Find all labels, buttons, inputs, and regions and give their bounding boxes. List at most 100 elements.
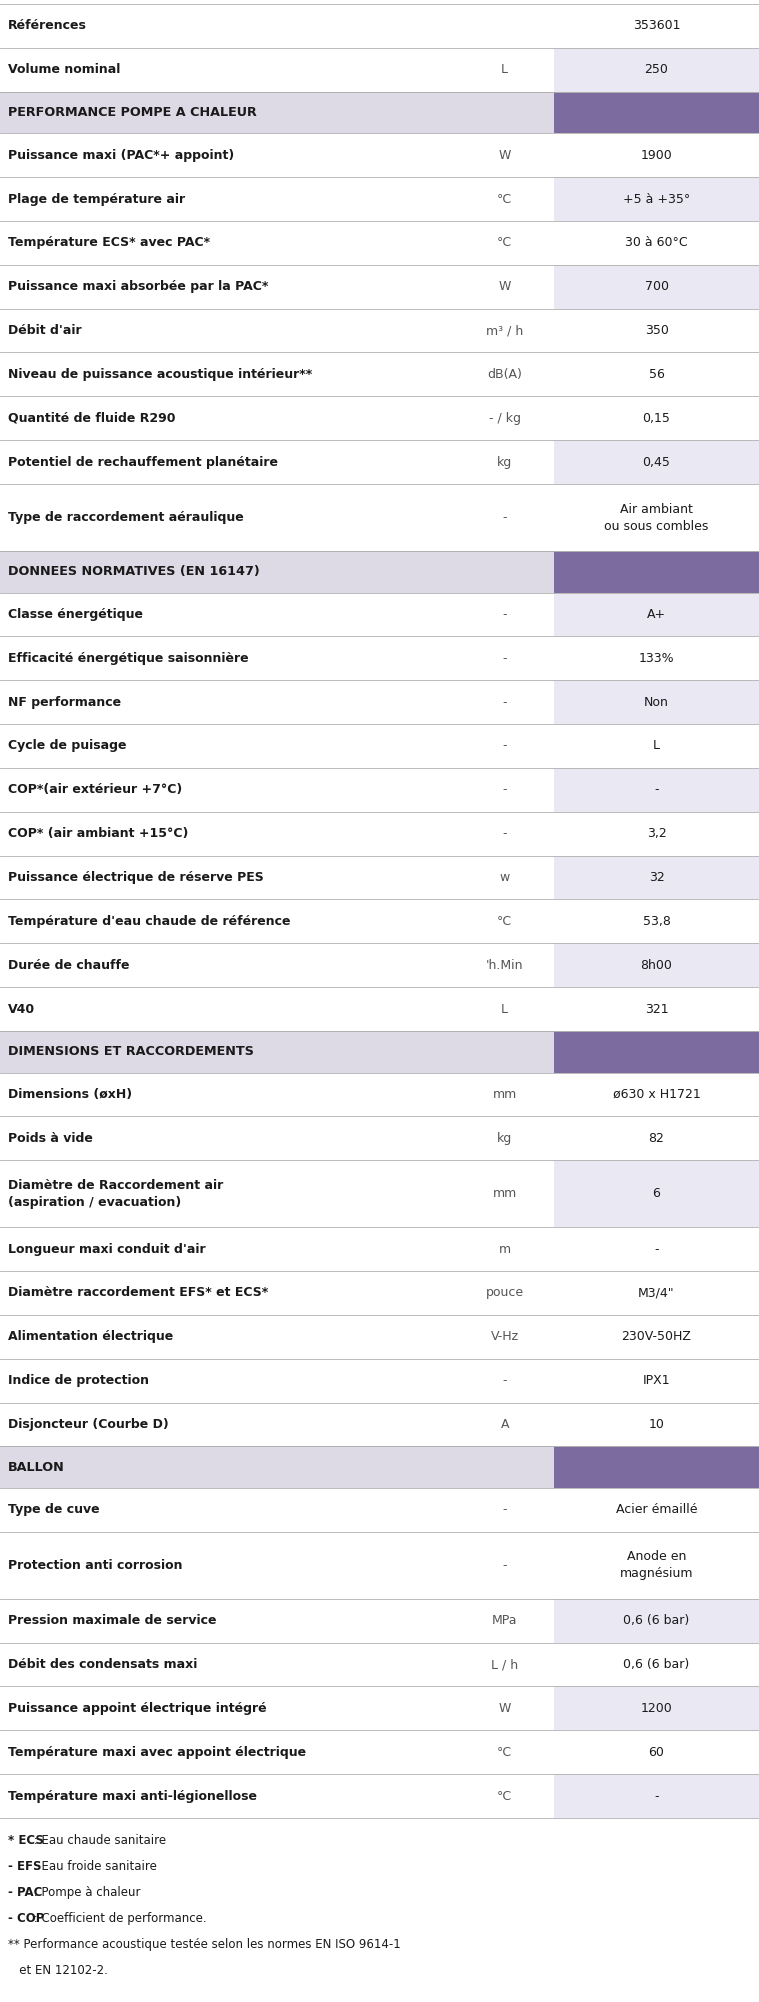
Text: 353601: 353601 [633,20,680,32]
Text: L: L [501,64,509,76]
Bar [0,1532,759,1600]
Text: 30 à 60°C: 30 à 60°C [625,236,688,250]
Text: -: - [502,739,507,753]
Text: DONNEES NORMATIVES (EN 16147): DONNEES NORMATIVES (EN 16147) [8,565,260,579]
Text: Température d'eau chaude de référence: Température d'eau chaude de référence [8,915,291,927]
Text: -: - [502,827,507,841]
Text: Cycle de puisage: Cycle de puisage [8,739,127,753]
Text: 321: 321 [644,1003,669,1015]
Bar [0,1271,759,1315]
Text: : Eau chaude sanitaire: : Eau chaude sanitaire [30,1834,166,1848]
Text: 0,6 (6 bar): 0,6 (6 bar) [623,1614,690,1628]
Bar [0,637,759,681]
Bar [0,1642,759,1686]
Text: Longueur maxi conduit d'air: Longueur maxi conduit d'air [8,1243,206,1255]
Text: 6: 6 [653,1187,660,1201]
Text: 56: 56 [649,368,664,380]
Text: pouce: pouce [486,1287,524,1299]
Bar [554,1445,759,1487]
Text: Puissance électrique de réserve PES: Puissance électrique de réserve PES [8,871,263,885]
Text: : Eau froide sanitaire: : Eau froide sanitaire [30,1860,157,1874]
Text: kg: kg [497,456,512,468]
Text: Protection anti corrosion: Protection anti corrosion [8,1560,182,1572]
Text: Poids à vide: Poids à vide [8,1131,93,1145]
Bar [0,1315,759,1359]
Text: °C: °C [497,1790,512,1802]
Text: 8h00: 8h00 [641,959,672,971]
Text: MPa: MPa [492,1614,518,1628]
Bar [554,1161,759,1227]
Text: Anode en
magnésium: Anode en magnésium [620,1550,693,1580]
Text: - COP: - COP [8,1912,44,1926]
Text: -: - [502,1373,507,1387]
Text: dB(A): dB(A) [487,368,522,380]
Text: Débit des condensats maxi: Débit des condensats maxi [8,1658,197,1672]
Text: A: A [500,1417,509,1431]
Text: -: - [502,1504,507,1516]
Text: -: - [502,783,507,797]
Bar [0,396,759,440]
Text: 0,45: 0,45 [643,456,670,468]
Bar [0,681,759,725]
Text: Air ambiant
ou sous combles: Air ambiant ou sous combles [604,503,709,533]
Bar [0,593,759,637]
Bar [0,1073,759,1117]
Bar [0,352,759,396]
Text: - EFS: - EFS [8,1860,42,1874]
Text: +5 à +35°: +5 à +35° [623,192,690,206]
Text: °C: °C [497,1746,512,1758]
Text: 60: 60 [649,1746,664,1758]
Bar [554,551,759,593]
Text: Niveau de puissance acoustique intérieur**: Niveau de puissance acoustique intérieur… [8,368,312,380]
Bar [554,264,759,308]
Bar [554,1686,759,1730]
Bar [0,1161,759,1227]
Text: : Pompe à chaleur: : Pompe à chaleur [30,1886,140,1900]
Bar [0,811,759,855]
Text: Classe énergétique: Classe énergétique [8,609,143,621]
Text: L: L [501,1003,509,1015]
Text: V-Hz: V-Hz [490,1329,519,1343]
Bar [554,769,759,811]
Bar [0,176,759,220]
Text: V40: V40 [8,1003,35,1015]
Text: Puissance maxi (PAC*+ appoint): Puissance maxi (PAC*+ appoint) [8,148,235,162]
Bar [0,1031,554,1073]
Bar [0,308,759,352]
Text: Acier émaillé: Acier émaillé [616,1504,698,1516]
Text: et EN 12102-2.: et EN 12102-2. [8,1964,108,1978]
Text: 53,8: 53,8 [643,915,670,927]
Text: A+: A+ [647,609,666,621]
Text: °C: °C [497,915,512,927]
Bar [0,1359,759,1403]
Text: -: - [654,783,659,797]
Bar [0,725,759,769]
Text: W: W [499,1702,511,1716]
Text: W: W [499,280,511,292]
Text: m³ / h: m³ / h [486,324,524,336]
Bar [554,1031,759,1073]
Text: 1200: 1200 [641,1702,672,1716]
Text: -: - [502,653,507,665]
Text: Disjoncteur (Courbe D): Disjoncteur (Courbe D) [8,1417,168,1431]
Text: Plage de température air: Plage de température air [8,192,185,206]
Text: Quantité de fluide R290: Quantité de fluide R290 [8,412,175,424]
Bar [0,1117,759,1161]
Text: Non: Non [644,695,669,709]
Text: Efficacité énergétique saisonnière: Efficacité énergétique saisonnière [8,653,249,665]
Text: Température maxi avec appoint électrique: Température maxi avec appoint électrique [8,1746,306,1758]
Bar [0,551,554,593]
Text: -: - [502,609,507,621]
Bar [554,681,759,725]
Text: 0,6 (6 bar): 0,6 (6 bar) [623,1658,690,1672]
Text: -: - [502,1560,507,1572]
Bar [554,855,759,899]
Text: : Coefficient de performance.: : Coefficient de performance. [30,1912,206,1926]
Text: Durée de chauffe: Durée de chauffe [8,959,130,971]
Text: w: w [499,871,510,885]
Text: Débit d'air: Débit d'air [8,324,82,336]
Bar [554,943,759,987]
Text: -: - [654,1790,659,1802]
Bar [554,593,759,637]
Text: 3,2: 3,2 [647,827,666,841]
